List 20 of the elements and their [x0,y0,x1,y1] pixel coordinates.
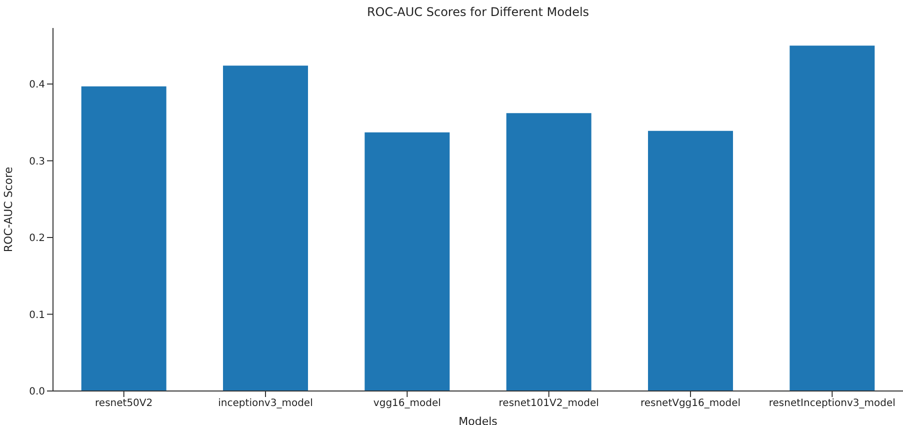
bar [223,66,308,391]
chart-title: ROC-AUC Scores for Different Models [366,5,590,19]
x-tick-label: resnet101V2_model [498,398,599,410]
bar [506,113,592,391]
bar [81,86,166,391]
y-tick-label: 0.4 [29,80,45,91]
y-tick-label: 0.1 [29,310,45,321]
bar [648,130,733,391]
x-axis-title: Models [458,415,498,425]
y-tick-label: 0.3 [29,156,45,168]
bar [364,132,450,391]
x-tick-label: vgg16_model [373,398,441,410]
y-tick-label: 0.2 [29,233,45,244]
x-tick-label: inceptionv3_model [218,398,313,410]
bar [790,46,875,391]
y-tick-label: 0.0 [29,386,45,398]
x-tick-label: resnetVgg16_model [640,398,741,410]
x-tick-label: resnet50V2 [95,398,153,410]
y-axis-title: ROC-AUC Score [2,166,15,252]
x-tick-label: resnetInceptionv3_model [768,398,896,410]
